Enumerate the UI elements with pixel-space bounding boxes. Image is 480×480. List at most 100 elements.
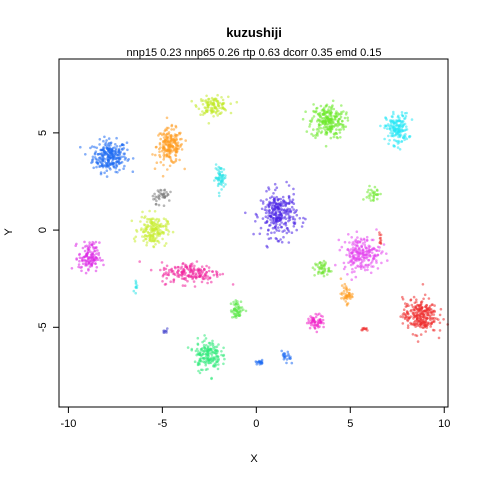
point	[80, 265, 83, 269]
point	[307, 319, 311, 323]
point	[105, 139, 108, 142]
point	[427, 313, 431, 317]
point	[98, 143, 101, 146]
point	[345, 111, 348, 114]
point	[346, 247, 350, 251]
point	[343, 292, 346, 295]
point	[401, 114, 405, 118]
point	[319, 314, 323, 318]
point	[380, 252, 383, 255]
point	[86, 260, 90, 264]
point	[198, 359, 201, 363]
point	[419, 322, 422, 326]
point	[360, 249, 364, 253]
point	[401, 125, 404, 129]
point	[91, 160, 94, 164]
point	[221, 179, 224, 182]
cluster-2	[190, 93, 239, 125]
point	[171, 141, 175, 144]
point	[332, 132, 336, 136]
point	[348, 291, 351, 295]
point	[397, 127, 400, 130]
point	[110, 160, 114, 163]
point	[211, 341, 214, 345]
point	[178, 138, 182, 141]
point	[203, 350, 206, 354]
point	[264, 205, 268, 209]
point	[98, 241, 101, 244]
point	[192, 280, 196, 283]
point	[103, 135, 106, 139]
cluster-8	[70, 240, 105, 275]
y-axis: -5 0 5	[37, 130, 59, 332]
point	[207, 358, 210, 361]
point	[385, 118, 388, 121]
point	[141, 235, 144, 238]
point	[322, 322, 325, 325]
point	[328, 113, 332, 116]
point	[334, 263, 337, 267]
x-axis: -10 -5 0 5 10	[60, 407, 450, 430]
point	[218, 273, 222, 276]
point	[429, 318, 432, 322]
point	[157, 203, 161, 207]
point	[219, 176, 223, 180]
point	[350, 278, 354, 282]
point	[175, 151, 179, 154]
point	[206, 278, 210, 281]
point	[214, 362, 217, 365]
point	[316, 119, 319, 123]
point	[363, 241, 367, 244]
point	[106, 153, 110, 156]
point	[201, 103, 205, 106]
point	[134, 279, 137, 283]
point	[356, 241, 360, 244]
point	[215, 97, 218, 101]
point	[397, 129, 401, 133]
point	[117, 149, 121, 153]
point	[433, 304, 436, 307]
point	[229, 302, 233, 306]
point	[398, 123, 402, 127]
point	[229, 111, 233, 115]
point	[145, 243, 148, 247]
point	[214, 270, 218, 273]
point	[102, 146, 105, 149]
point	[173, 133, 177, 136]
point	[378, 231, 381, 234]
point	[265, 220, 269, 224]
point	[235, 100, 239, 104]
point	[349, 248, 353, 251]
point	[115, 136, 118, 140]
point	[351, 246, 355, 249]
point	[386, 259, 389, 262]
point	[367, 188, 370, 192]
point	[176, 141, 180, 144]
point	[378, 241, 382, 244]
point	[144, 237, 147, 241]
point	[369, 261, 373, 265]
point	[396, 115, 400, 119]
point	[210, 111, 213, 115]
point	[270, 212, 274, 215]
point	[401, 136, 405, 139]
point	[131, 157, 135, 160]
point	[315, 330, 319, 334]
point	[178, 158, 181, 162]
point	[376, 267, 380, 270]
point	[291, 215, 295, 219]
point	[216, 114, 219, 117]
point	[319, 131, 323, 135]
point	[289, 209, 293, 213]
point	[265, 198, 268, 201]
point	[196, 342, 200, 346]
point	[233, 308, 236, 312]
point	[403, 317, 407, 321]
point	[254, 220, 257, 223]
point	[409, 309, 413, 313]
point	[205, 94, 208, 98]
point	[348, 288, 351, 292]
point	[153, 167, 157, 170]
point	[324, 261, 327, 264]
point	[201, 357, 205, 360]
